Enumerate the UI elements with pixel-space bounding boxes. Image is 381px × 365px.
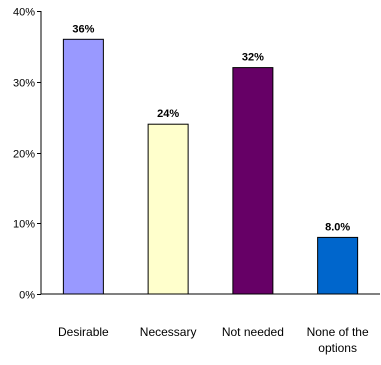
y-tick-label: 10% [13,219,35,231]
chart-labels: 36% Desirable 24% Necessary 32% Not needed 8.0… [58,23,369,355]
bar [317,236,359,295]
category-label: Not needed [222,325,284,339]
data-label: 8.0% [325,221,350,233]
data-label: 36% [72,23,94,35]
category-label: None of the options [307,325,369,355]
category-label: Desirable [58,325,109,339]
category-label: Necessary [140,325,197,339]
bar [232,67,274,295]
data-label: 24% [157,108,179,120]
data-label: 32% [242,52,264,64]
y-tick-label: 30% [13,78,35,90]
bar [147,123,189,295]
bar [62,38,104,295]
chart-bars [62,38,359,295]
y-tick-label: 0% [19,290,35,302]
y-tick-label: 20% [13,149,35,161]
y-tick-label: 40% [13,7,35,19]
